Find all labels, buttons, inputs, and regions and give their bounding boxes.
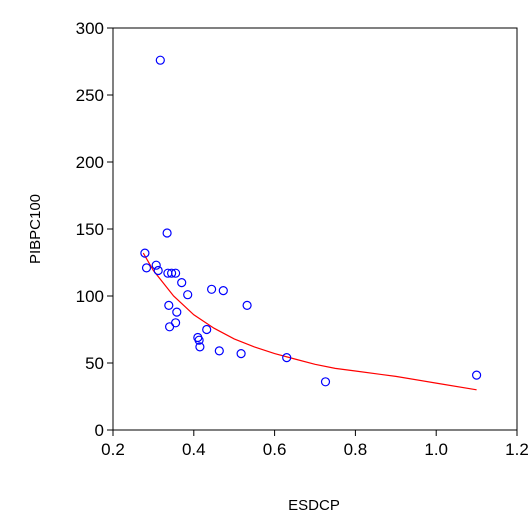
scatter-point	[167, 268, 177, 278]
y-tick-label: 300	[76, 19, 104, 38]
y-axis-title: PIBPC100	[27, 194, 44, 264]
scatter-point	[140, 248, 150, 258]
y-tick-label: 250	[76, 86, 104, 105]
scatter-point	[195, 342, 205, 352]
y-axis-ticks: 0 50 100 150 200 250 300	[76, 19, 113, 440]
scatter-point	[207, 284, 217, 294]
y-tick-label: 200	[76, 153, 104, 172]
fit-curve-group	[142, 252, 477, 391]
scatter-point	[165, 322, 175, 332]
scatter-point	[162, 228, 172, 238]
scatter-point	[214, 346, 224, 356]
scatter-point	[202, 324, 212, 335]
x-tick-label: 1.0	[424, 440, 448, 459]
scatter-point	[172, 307, 182, 317]
x-tick-label: 1.2	[505, 440, 529, 459]
y-tick-label: 50	[85, 354, 104, 373]
x-tick-label: 0.2	[101, 440, 125, 459]
scatter-point	[236, 349, 246, 359]
scatter-point	[242, 300, 252, 310]
scatter-point	[218, 286, 228, 296]
scatter-point	[183, 290, 193, 300]
y-tick-label: 150	[76, 220, 104, 239]
y-tick-label: 100	[76, 287, 104, 306]
scatter-point	[153, 265, 163, 276]
y-tick-label: 0	[95, 421, 104, 440]
fit-curve	[142, 252, 477, 391]
x-axis-title: ESDCP	[288, 497, 340, 514]
scatter-point	[155, 55, 165, 65]
scatter-point	[282, 353, 292, 363]
scatter-point	[171, 268, 181, 278]
scatter-point	[164, 300, 174, 310]
x-tick-label: 0.8	[344, 440, 368, 459]
scatter-point	[141, 263, 152, 273]
x-tick-label: 0.6	[263, 440, 287, 459]
x-axis-ticks: 0.2 0.4 0.6 0.8 1.0 1.2	[101, 430, 529, 459]
scatter-point	[472, 370, 482, 380]
scatter-point	[194, 335, 204, 345]
data-points	[140, 55, 482, 387]
scatter-point	[151, 260, 161, 270]
scatter-point	[320, 377, 331, 387]
scatter-point	[177, 278, 187, 288]
x-tick-label: 0.4	[182, 440, 206, 459]
